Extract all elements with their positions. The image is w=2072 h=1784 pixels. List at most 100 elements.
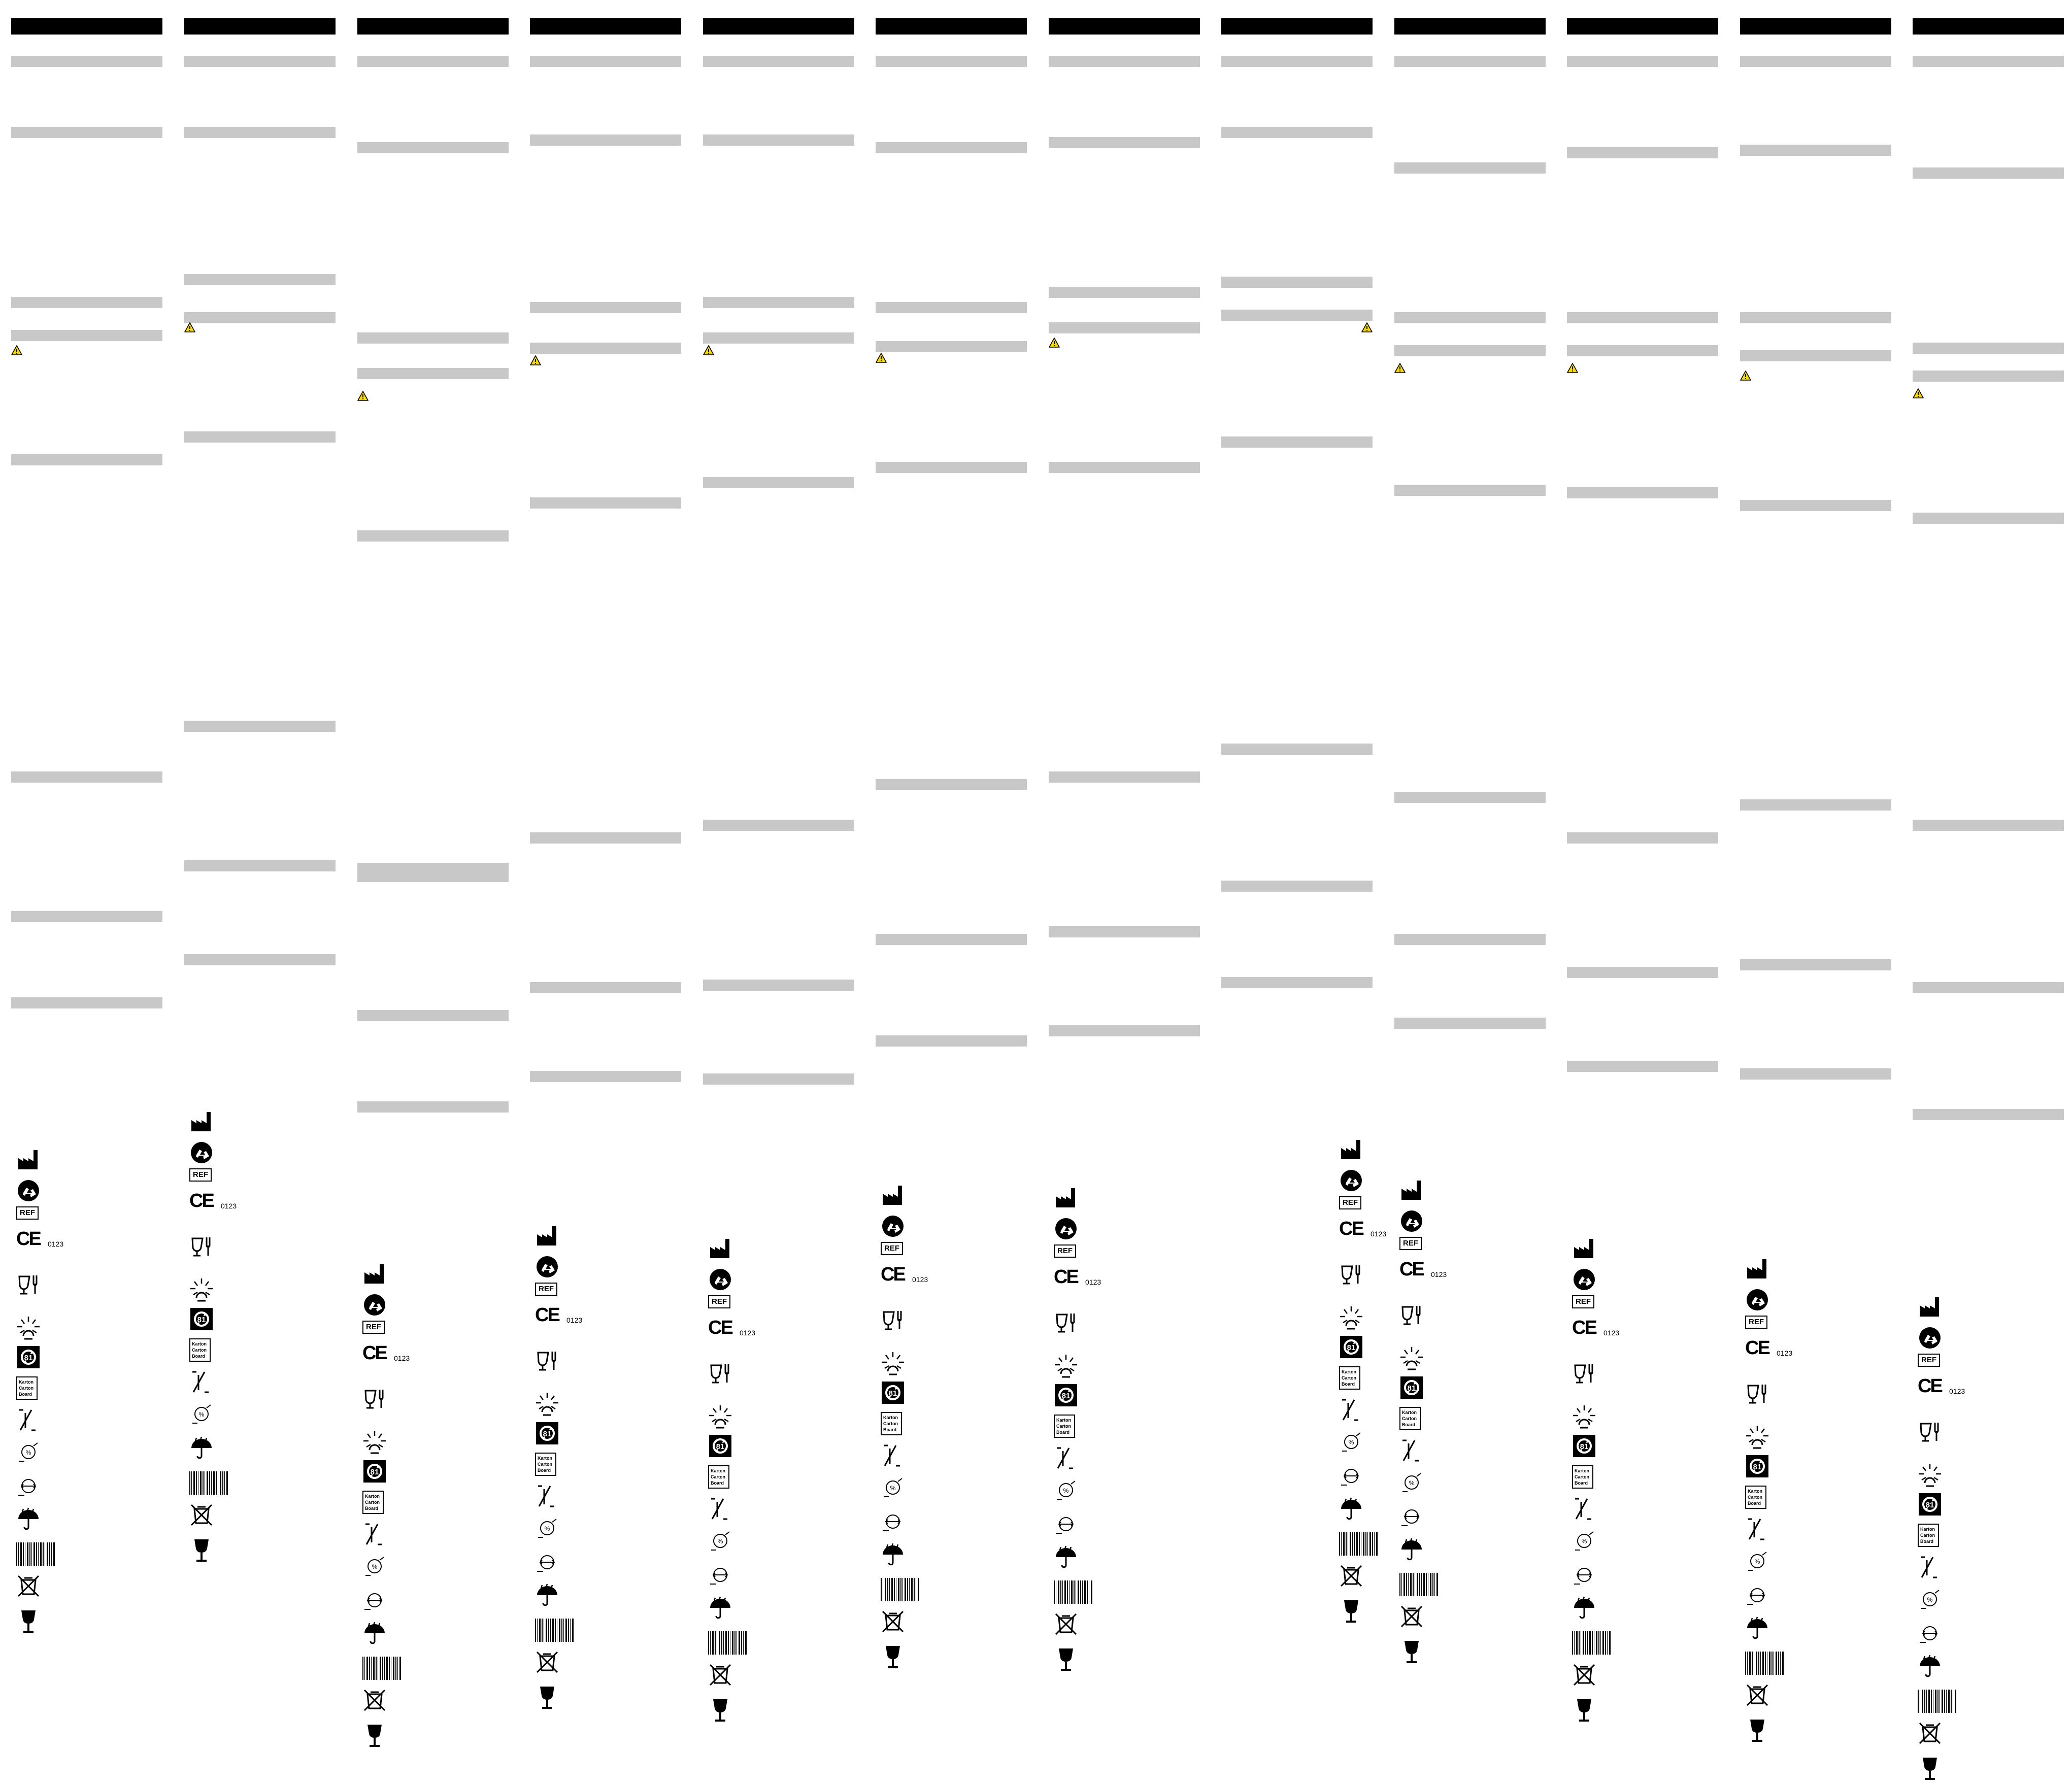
redacted-text-line: [1394, 312, 1546, 323]
redacted-text-line: [1221, 744, 1373, 755]
weee-bin-icon: [1339, 1564, 1363, 1588]
keep-dry-icon: [1572, 1596, 1596, 1620]
weee-bin-icon: [1054, 1612, 1078, 1636]
redacted-text-line: [357, 1010, 509, 1021]
manufacturer-icon: [708, 1236, 732, 1260]
weee-bin-icon: [1918, 1721, 1942, 1745]
fragile-glass-icon: [362, 1724, 387, 1748]
humidity-limit-icon: %: [16, 1441, 41, 1465]
redacted-text-line: [876, 142, 1027, 153]
redacted-text-line: [1740, 350, 1891, 361]
carton-board-icon: Karton Carton Board: [535, 1453, 556, 1476]
ref-icon: REF: [1399, 1237, 1422, 1250]
manufacturer-icon: [1918, 1294, 1942, 1319]
weee-bin-icon: [1572, 1663, 1596, 1687]
column-header-bar: [1221, 18, 1373, 35]
carton-board-label: Carton: [1342, 1375, 1356, 1381]
barcode: [535, 1619, 575, 1642]
redacted-text-line: [11, 297, 162, 308]
redacted-text-line: [703, 134, 854, 146]
recycle-icon: [1918, 1326, 1942, 1350]
label-column: REF 0123 CE 81 Karton Carton Board%: [184, 0, 336, 1784]
ref-icon: REF: [362, 1321, 385, 1334]
food-contact-icon: [1339, 1262, 1363, 1287]
svg-text:%: %: [890, 1485, 896, 1492]
carton-board-label: Board: [19, 1392, 32, 1397]
temperature-limit-icon: [16, 1408, 41, 1432]
recycle-icon: [881, 1214, 905, 1238]
column-header-bar: [1740, 18, 1891, 35]
redacted-text-line: [703, 297, 854, 308]
redacted-text-line: [1394, 345, 1546, 356]
pressure-limit-icon: [1054, 1512, 1078, 1536]
recycle-box-icon: 81: [189, 1307, 214, 1331]
redacted-text-line: [184, 954, 336, 965]
humidity-limit-icon: %: [1918, 1588, 1942, 1612]
svg-text:81: 81: [1926, 1501, 1934, 1509]
warning-icon: [1567, 363, 1578, 373]
redacted-text-line: [1740, 56, 1891, 67]
temperature-limit-icon: [1745, 1517, 1769, 1541]
barcode: [189, 1471, 229, 1495]
keep-away-from-sunlight-icon: [362, 1430, 387, 1454]
ce-mark: CE: [1054, 1266, 1079, 1288]
weee-bin-icon: [535, 1650, 559, 1674]
svg-text:81: 81: [1753, 1463, 1762, 1471]
recycle-box-icon: 81: [708, 1434, 732, 1458]
column-header-bar: [703, 18, 854, 35]
warning-icon: [703, 345, 714, 355]
ref-icon: REF: [881, 1242, 903, 1255]
food-contact-icon: [708, 1361, 732, 1386]
carton-board-label: Carton: [1575, 1474, 1589, 1479]
barcode: [16, 1542, 56, 1566]
redacted-text-line: [876, 341, 1027, 352]
redacted-text-line: [1740, 312, 1891, 323]
fragile-glass-icon: [1745, 1719, 1769, 1743]
keep-dry-icon: [16, 1507, 41, 1531]
weee-bin-icon: [1399, 1604, 1424, 1629]
redacted-text-line: [530, 497, 681, 509]
carton-board-icon: Karton Carton Board: [16, 1376, 38, 1400]
redacted-text-line: [1567, 1061, 1718, 1072]
keep-away-from-sunlight-icon: [1339, 1305, 1363, 1330]
warning-icon: [1394, 363, 1406, 373]
svg-text:81: 81: [543, 1430, 552, 1438]
ce-mark: CE: [1745, 1337, 1770, 1359]
redacted-text-line: [11, 56, 162, 67]
redacted-text-line: [11, 330, 162, 341]
recycle-icon: [362, 1293, 387, 1317]
barcode: [1339, 1532, 1379, 1556]
carton-board-label: Board: [883, 1427, 897, 1432]
manufacturer-icon: [1745, 1256, 1769, 1281]
keep-dry-icon: [881, 1542, 905, 1567]
redacted-text-line: [530, 1071, 681, 1082]
column-header-bar: [1913, 18, 2064, 35]
svg-text:%: %: [199, 1411, 205, 1418]
recycle-box-icon: 81: [16, 1345, 41, 1369]
redacted-text-line: [703, 56, 854, 67]
food-contact-icon: [16, 1272, 41, 1297]
svg-text:%: %: [372, 1563, 378, 1570]
ce-mark: CE: [881, 1264, 906, 1285]
redacted-text-line: [1913, 1109, 2064, 1120]
redacted-text-line: [11, 997, 162, 1008]
barcode: [1054, 1580, 1093, 1604]
manufacturer-icon: [1339, 1137, 1363, 1161]
temperature-limit-icon: [362, 1522, 387, 1546]
manufacturer-icon: [1399, 1177, 1424, 1202]
warning-icon: [1740, 371, 1751, 381]
redacted-text-line: [1394, 1018, 1546, 1029]
keep-away-from-sunlight-icon: [881, 1351, 905, 1375]
temperature-limit-icon: [189, 1370, 214, 1394]
ref-icon: REF: [16, 1206, 39, 1220]
svg-text:%: %: [1582, 1538, 1587, 1545]
label-column: REF 0123 CE 81 Karton Carton Board%: [703, 0, 854, 1784]
food-contact-icon: [1745, 1382, 1769, 1406]
recycle-icon: [16, 1179, 41, 1203]
humidity-limit-icon: %: [362, 1555, 387, 1579]
ce-notified-body-number: 0123: [48, 1240, 64, 1248]
carton-board-label: Board: [538, 1468, 551, 1473]
carton-board-icon: Karton Carton Board: [881, 1412, 902, 1435]
redacted-text-line: [357, 332, 509, 344]
carton-board-label: Board: [1056, 1430, 1070, 1435]
